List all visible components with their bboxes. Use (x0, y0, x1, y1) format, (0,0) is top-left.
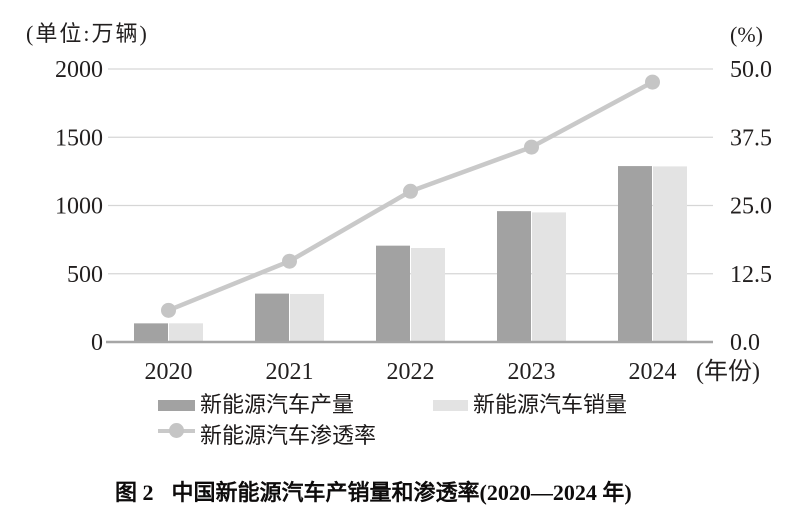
x-tick-label: 2021 (266, 359, 314, 385)
right-axis-unit-label: (%) (730, 22, 763, 47)
x-axis-unit-label: (年份) (696, 358, 760, 385)
sales-bar (653, 166, 687, 342)
left-tick-label: 0 (91, 330, 103, 356)
right-tick-label: 0.0 (730, 330, 760, 356)
x-tick-label: 2022 (387, 359, 435, 385)
x-tick-label: 2020 (145, 359, 193, 385)
penetration-marker (403, 183, 418, 199)
right-tick-label: 50.0 (730, 57, 772, 83)
x-tick-label: 2023 (508, 359, 556, 385)
right-tick-label: 37.5 (730, 125, 772, 151)
left-tick-label: 1500 (55, 125, 103, 151)
penetration-marker (161, 302, 176, 318)
right-tick-label: 25.0 (730, 194, 772, 220)
production-bar (618, 166, 652, 342)
production-bar (497, 211, 531, 342)
x-tick-label: 2024 (629, 359, 677, 385)
left-tick-label: 500 (67, 262, 103, 288)
sales-bar (290, 293, 324, 342)
right-tick-label: 12.5 (730, 262, 772, 288)
figure-caption: 图 2 中国新能源汽车产销量和渗透率(2020—2024 年) (115, 475, 632, 507)
combo-chart: 0 500 1000 1500 2000 0.0 12.5 25.0 37.5 50.0 2020 2… (55, 57, 772, 385)
figure-title: 中国新能源汽车产销量和渗透率(2020—2024 年) (171, 480, 632, 505)
sales-bar (169, 323, 203, 342)
left-axis-unit-label: (单位:万辆) (26, 21, 149, 46)
penetration-marker (645, 74, 660, 90)
production-bar (255, 293, 289, 342)
penetration-marker (282, 253, 297, 269)
sales-bar (532, 212, 566, 342)
penetration-marker (524, 139, 539, 155)
sales-bar (411, 247, 445, 342)
production-bar (376, 245, 410, 342)
left-tick-label: 1000 (55, 194, 103, 220)
production-bar (134, 323, 168, 342)
left-tick-label: 2000 (55, 57, 103, 83)
figure-number: 图 2 (115, 480, 154, 505)
